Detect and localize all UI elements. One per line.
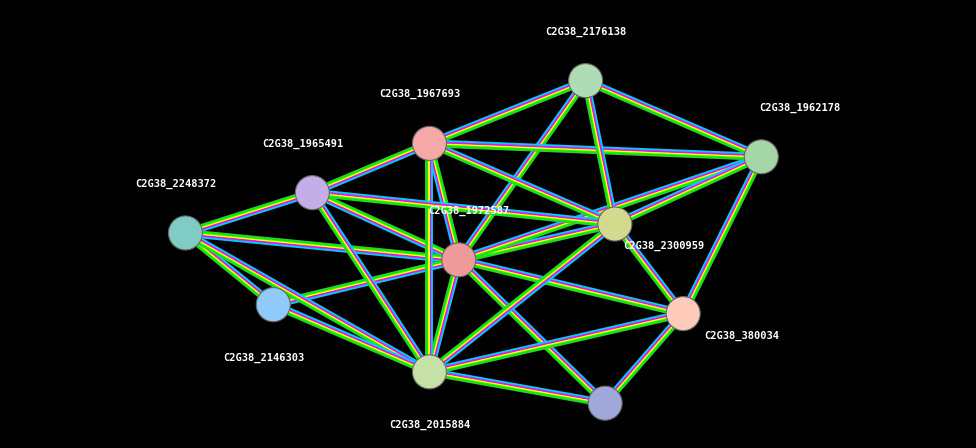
Ellipse shape bbox=[589, 386, 622, 420]
Text: C2G38_1967693: C2G38_1967693 bbox=[379, 89, 461, 99]
Text: C2G38_2015884: C2G38_2015884 bbox=[388, 420, 470, 431]
Ellipse shape bbox=[296, 176, 329, 210]
Text: C2G38_380034: C2G38_380034 bbox=[705, 331, 779, 341]
Text: C2G38_2300959: C2G38_2300959 bbox=[623, 241, 705, 251]
Ellipse shape bbox=[413, 355, 446, 389]
Ellipse shape bbox=[169, 216, 202, 250]
Text: C2G38_2176138: C2G38_2176138 bbox=[545, 26, 627, 37]
Ellipse shape bbox=[745, 140, 778, 174]
Ellipse shape bbox=[598, 207, 631, 241]
Ellipse shape bbox=[442, 243, 475, 277]
Ellipse shape bbox=[667, 297, 700, 331]
Ellipse shape bbox=[569, 64, 602, 98]
Text: C2G38_2146303: C2G38_2146303 bbox=[223, 353, 305, 363]
Text: C2G38_2248372: C2G38_2248372 bbox=[135, 179, 217, 189]
Ellipse shape bbox=[257, 288, 290, 322]
Text: C2G38_1962178: C2G38_1962178 bbox=[759, 103, 841, 113]
Text: C2G38_1965491: C2G38_1965491 bbox=[262, 138, 344, 149]
Text: C2G38_1972587: C2G38_1972587 bbox=[427, 206, 509, 216]
Ellipse shape bbox=[413, 126, 446, 160]
